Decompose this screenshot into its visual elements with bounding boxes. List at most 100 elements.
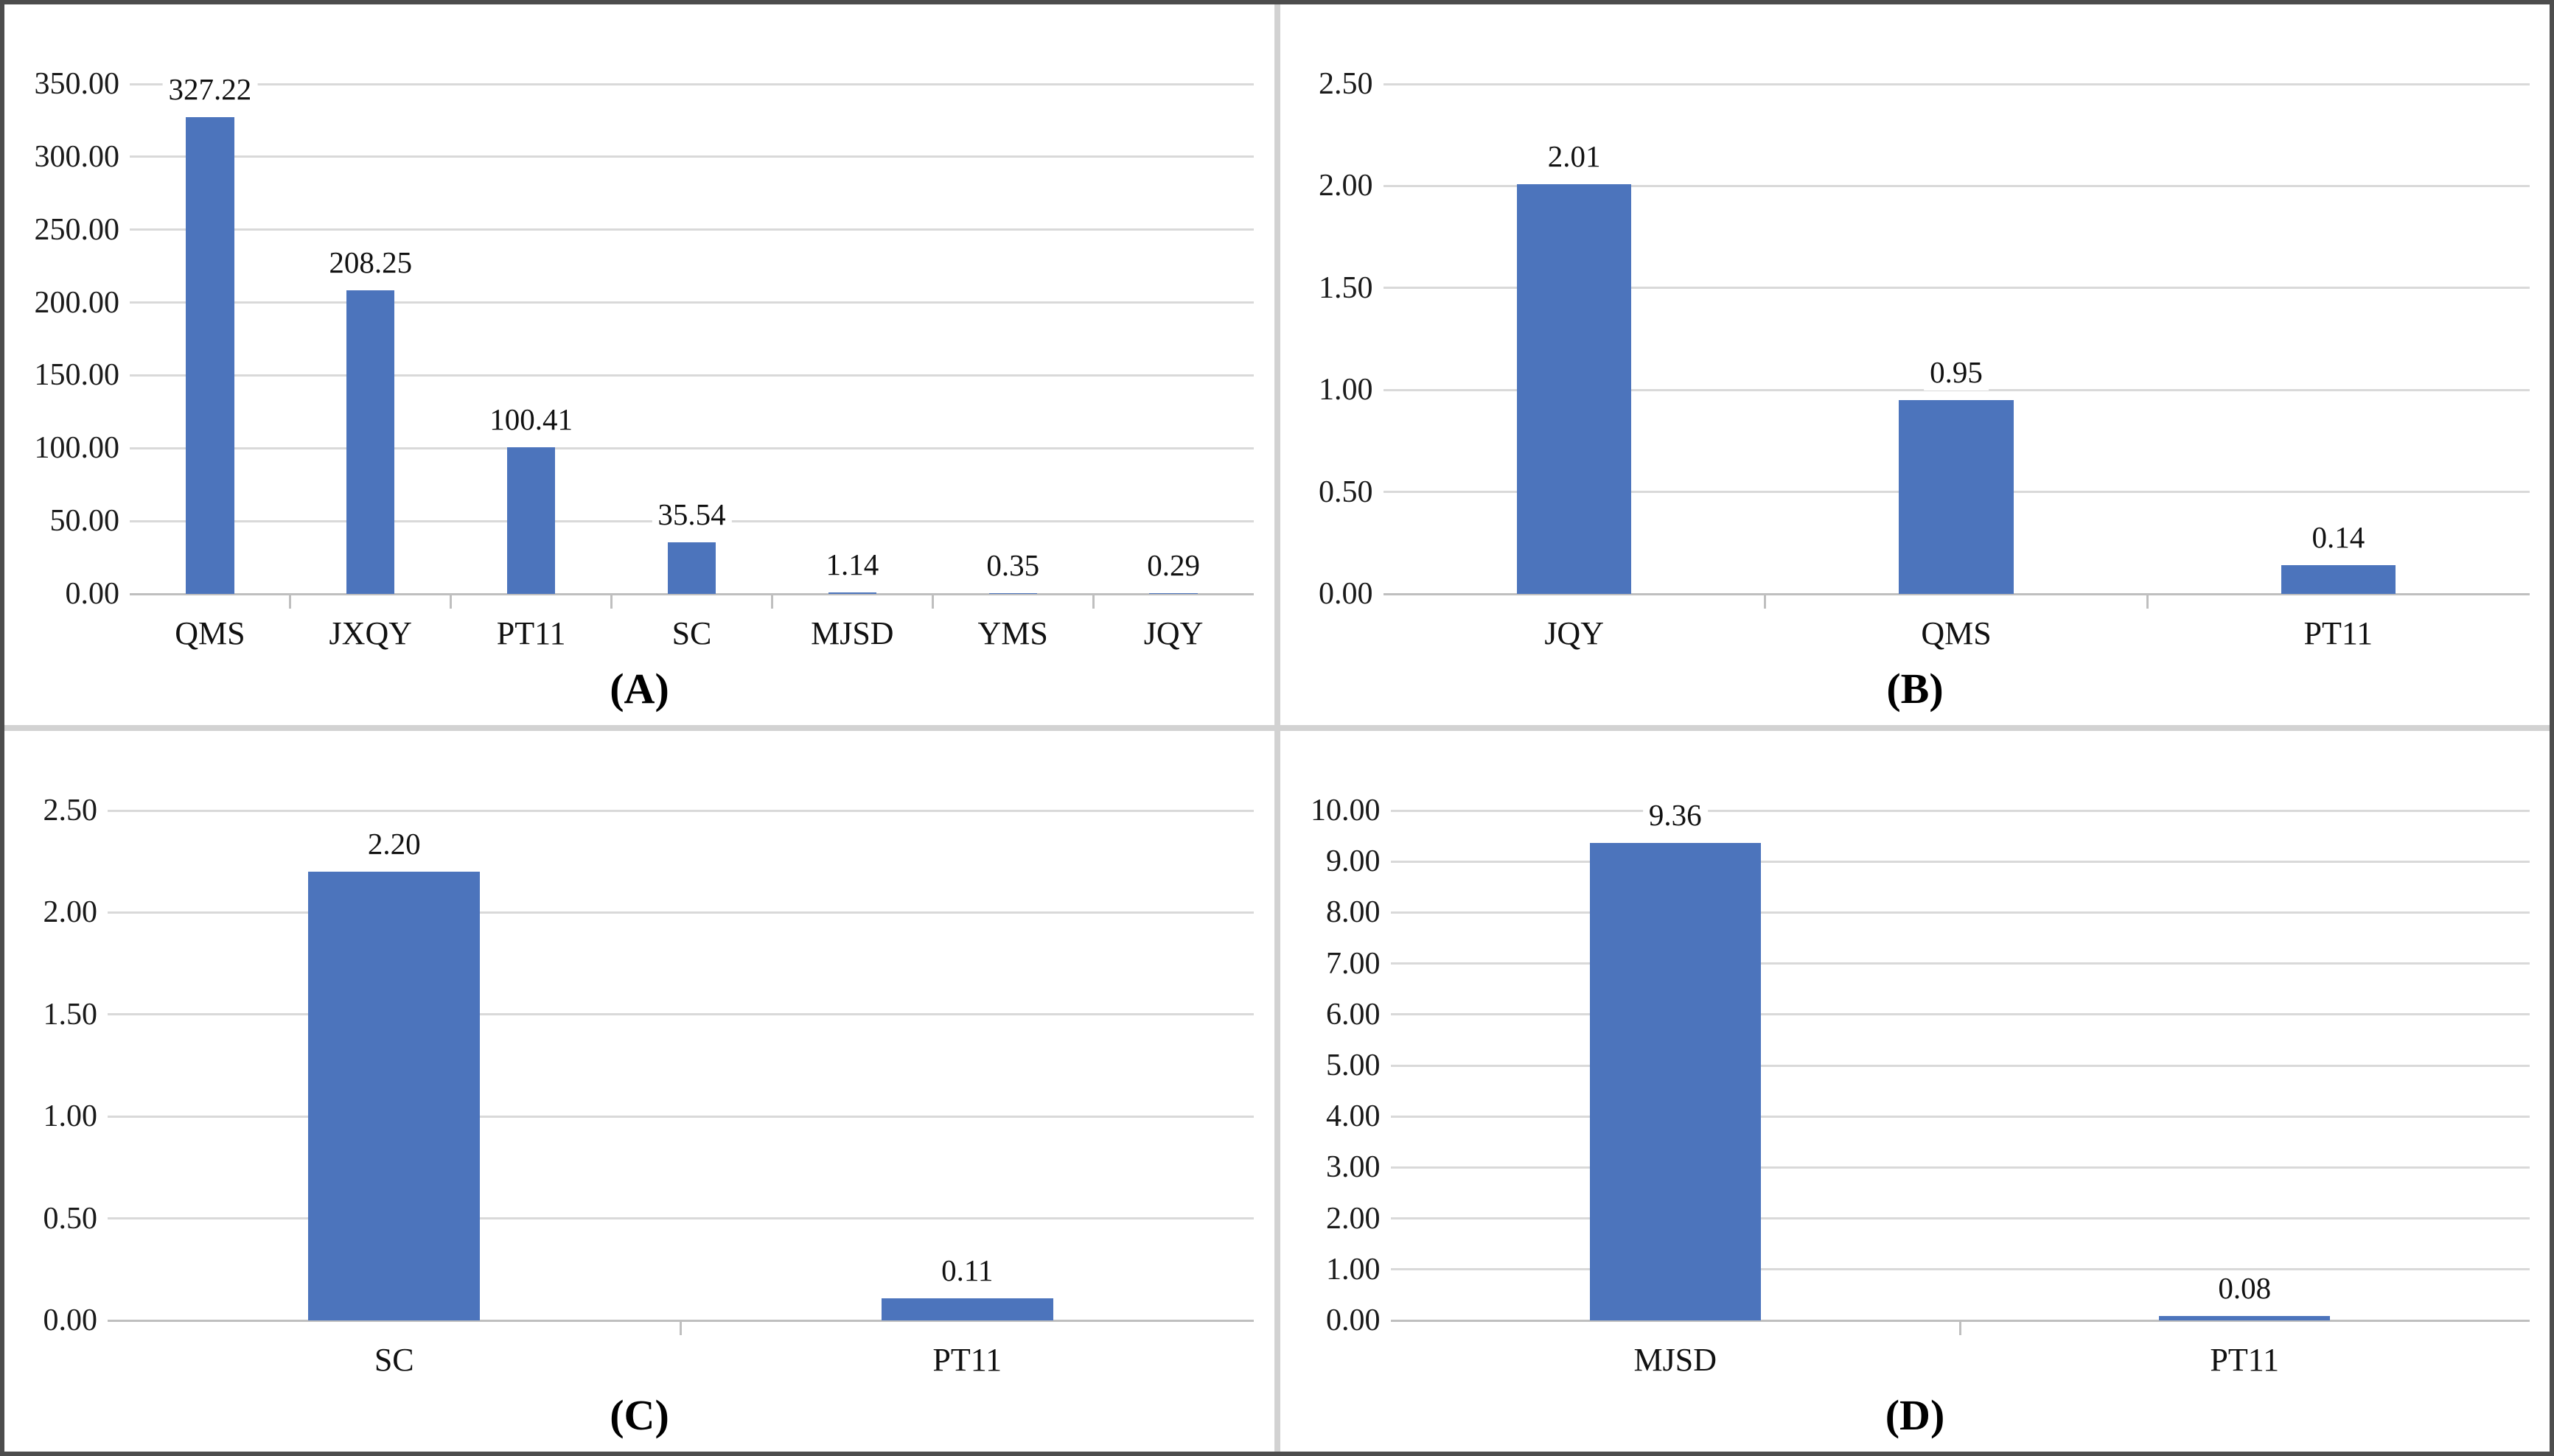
y-axis-tick-label: 2.50 <box>43 794 98 827</box>
x-axis-tick <box>1958 1320 1961 1335</box>
bar-jqy <box>1516 183 1632 594</box>
panel-letter-label: (A) <box>610 665 669 713</box>
bar-jqy <box>1149 593 1198 595</box>
y-axis-tick-label: 300.00 <box>34 139 120 174</box>
category-label-qms: QMS <box>1921 615 1992 651</box>
bar-mjsd <box>1589 843 1761 1320</box>
data-label-sc: 35.54 <box>652 496 732 533</box>
gridline <box>1390 809 2530 812</box>
bar-qms <box>1899 400 2014 594</box>
y-axis-tick-label: 1.50 <box>1319 270 1373 305</box>
category-label-pt11: PT11 <box>2210 1342 2280 1378</box>
y-axis-tick-label: 2.00 <box>1326 1201 1381 1236</box>
gridline <box>1383 83 2530 85</box>
x-axis-tick <box>931 594 934 609</box>
panel-d-bar-chart: 0.00 1.00 2.00 3.00 4.00 5.00 6.00 7.00 8.00 9.00… <box>1280 731 2550 1452</box>
y-axis-tick-label: 200.00 <box>34 285 120 320</box>
y-axis-tick-label: 1.00 <box>1319 373 1373 407</box>
y-axis-tick-label: 4.00 <box>1326 1099 1381 1134</box>
category-label-yms: YMS <box>977 615 1048 651</box>
category-label-jqy: JQY <box>1143 615 1204 651</box>
gridline <box>130 228 1254 231</box>
category-label-sc: SC <box>374 1342 414 1378</box>
y-axis-tick-label: 5.00 <box>1326 1049 1381 1082</box>
gridline <box>1390 1013 2530 1016</box>
panel-a-bar-chart: 0.00 50.00 100.00 150.00 200.00 250.00 300.00 3… <box>4 4 1274 725</box>
x-axis-tick <box>2146 594 2149 609</box>
panel-c-bar-chart: 0.00 0.50 1.00 1.50 2.00 2.50 2.20 SC 0.11 PT11 (C… <box>4 731 1274 1452</box>
gridline <box>130 374 1254 377</box>
x-axis-tick <box>680 1320 682 1335</box>
bar-pt11 <box>2159 1316 2331 1320</box>
y-axis-tick-label: 350.00 <box>34 67 120 101</box>
y-axis-tick-label: 1.00 <box>43 1099 98 1134</box>
bar-mjsd <box>828 592 877 594</box>
y-axis-tick-label: 6.00 <box>1326 997 1381 1032</box>
y-axis-tick-label: 9.00 <box>1326 844 1381 879</box>
gridline <box>1390 860 2530 863</box>
y-axis-tick-label: 250.00 <box>34 212 120 247</box>
category-label-pt11: PT11 <box>496 615 566 651</box>
gridline <box>1390 1268 2530 1271</box>
gridline <box>1390 1115 2530 1118</box>
data-label-jqy: 0.29 <box>1141 547 1206 584</box>
bar-jxqy <box>346 290 395 594</box>
data-label-pt11: 0.14 <box>2306 519 2371 556</box>
bar-qms <box>186 117 234 594</box>
gridline <box>108 1013 1254 1016</box>
gridline <box>108 1115 1254 1118</box>
data-label-jxqy: 208.25 <box>323 245 419 281</box>
x-axis-tick <box>289 594 292 609</box>
category-label-pt11: PT11 <box>932 1342 1002 1378</box>
category-label-pt11: PT11 <box>2303 615 2373 651</box>
category-label-jqy: JQY <box>1544 615 1604 651</box>
gridline <box>1383 287 2530 290</box>
gridline <box>130 155 1254 158</box>
y-axis-tick-label: 2.50 <box>1319 67 1373 101</box>
panel-b-bar-chart: 0.00 0.50 1.00 1.50 2.00 2.50 2.01 JQY 0.95 QMS 0.… <box>1280 4 2550 725</box>
data-label-jqy: 2.01 <box>1541 138 1607 175</box>
y-axis-tick-label: 10.00 <box>1311 794 1381 827</box>
panel-letter-label: (D) <box>1885 1391 1945 1439</box>
y-axis-tick-label: 0.00 <box>43 1303 98 1337</box>
gridline <box>108 809 1254 812</box>
y-axis-tick-label: 1.00 <box>1326 1252 1381 1287</box>
bar-sc <box>667 542 716 594</box>
y-axis-tick-label: 3.00 <box>1326 1150 1381 1185</box>
category-label-sc: SC <box>671 615 712 651</box>
category-label-jxqy: JXQY <box>329 615 413 651</box>
data-label-yms: 0.35 <box>980 547 1046 584</box>
gridline <box>130 301 1254 304</box>
y-axis-tick-label: 100.00 <box>34 431 120 466</box>
gridline <box>130 447 1254 449</box>
gridline <box>1390 962 2530 965</box>
y-axis-tick-label: 7.00 <box>1326 946 1381 981</box>
y-axis-tick-label: 50.00 <box>49 504 120 539</box>
gridline <box>1390 1166 2530 1169</box>
category-label-mjsd: MJSD <box>811 615 894 651</box>
bar-sc <box>308 872 481 1320</box>
data-label-qms: 0.95 <box>1924 354 1989 391</box>
data-label-pt11: 0.11 <box>935 1252 999 1289</box>
y-axis-tick-label: 0.50 <box>43 1201 98 1236</box>
gridline <box>108 911 1254 914</box>
x-axis-tick <box>770 594 773 609</box>
data-label-mjsd: 9.36 <box>1642 797 1708 834</box>
gridline <box>1383 184 2530 187</box>
category-label-qms: QMS <box>175 615 245 651</box>
gridline <box>1390 911 2530 914</box>
y-axis-tick-label: 0.00 <box>1326 1303 1381 1337</box>
x-axis-tick <box>450 594 453 609</box>
data-label-qms: 327.22 <box>162 71 258 108</box>
x-axis-tick <box>1764 594 1767 609</box>
y-axis-tick-label: 0.50 <box>1319 475 1373 509</box>
x-axis-line <box>1383 592 2530 595</box>
bar-yms <box>988 593 1037 595</box>
y-axis-tick-label: 2.00 <box>43 895 98 930</box>
y-axis-tick-label: 0.00 <box>65 577 120 611</box>
y-axis-tick-label: 2.00 <box>1319 169 1373 203</box>
y-axis-tick-label: 150.00 <box>34 358 120 393</box>
x-axis-line <box>130 592 1254 595</box>
data-label-mjsd: 1.14 <box>820 546 885 583</box>
